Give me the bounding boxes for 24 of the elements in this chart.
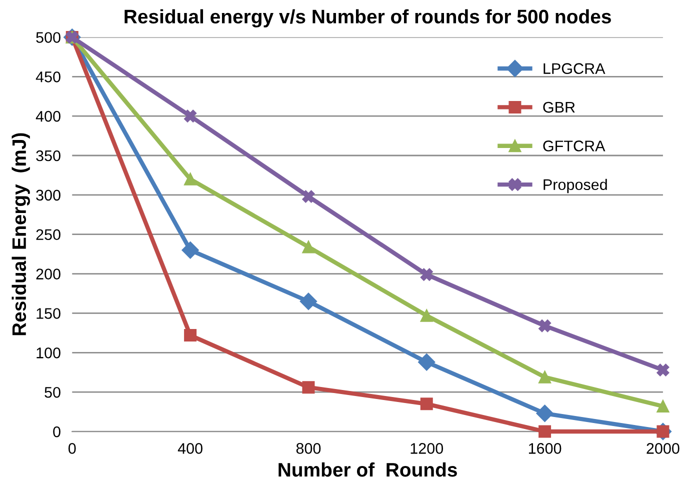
y-tick-label: 450 xyxy=(36,72,60,82)
y-tick-label: 0 xyxy=(53,426,60,438)
y-tick-label: 200 xyxy=(36,268,60,280)
y-tick-label: 300 xyxy=(36,190,60,201)
y-tick-label: 400 xyxy=(36,110,60,122)
x-tick-label: 1200 xyxy=(410,443,444,454)
x-axis-title: Number of Rounds xyxy=(278,462,457,477)
y-tick-label: 350 xyxy=(36,150,60,162)
chart-title: Residual energy v/s Number of rounds for 500 nodes xyxy=(124,9,611,28)
y-tick-label: 500 xyxy=(36,32,60,43)
x-tick-label: 0 xyxy=(68,443,76,454)
x-tick-label: 2000 xyxy=(646,443,680,454)
y-tick-label: 100 xyxy=(36,348,60,358)
legend-label: GFTCRA xyxy=(543,140,606,152)
x-tick-label: 1600 xyxy=(528,443,562,454)
y-axis-title: Residual Energy (mJ) xyxy=(12,133,30,336)
legend-label: Proposed xyxy=(544,178,607,194)
x-tick-label: 800 xyxy=(296,443,321,454)
y-tick-label: 250 xyxy=(36,229,60,240)
x-tick-label: 400 xyxy=(178,443,202,454)
y-tick-label: 150 xyxy=(36,308,60,319)
legend-label: LPGCRA xyxy=(544,63,606,74)
y-tick-label: 50 xyxy=(44,386,60,398)
legend-label: GBR xyxy=(543,102,575,113)
